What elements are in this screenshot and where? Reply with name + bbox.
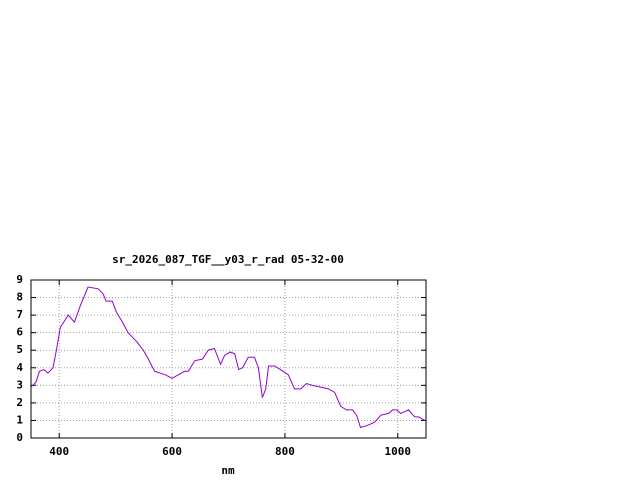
y-tick-label: 6 [16,326,23,339]
data-line [30,286,426,429]
y-tick-label: 9 [16,273,23,286]
y-tick-label: 0 [16,431,23,444]
y-tick-label: 4 [16,361,23,374]
x-tick-label: 800 [275,445,295,458]
y-tick-label: 1 [16,413,23,426]
y-tick-label: 3 [16,378,23,391]
x-tick-label: 400 [49,445,69,458]
y-tick-label: 2 [16,396,23,409]
x-axis-label: nm [221,464,235,477]
plot-border [30,279,427,439]
y-tick-label: 8 [16,291,23,304]
x-tick-label: 600 [162,445,182,458]
y-tick-label: 7 [16,308,23,321]
chart-title: sr_2026_087_TGF__y03_r_rad 05-32-00 [112,253,344,266]
y-tick-label: 5 [16,343,23,356]
x-tick-label: 1000 [385,445,412,458]
